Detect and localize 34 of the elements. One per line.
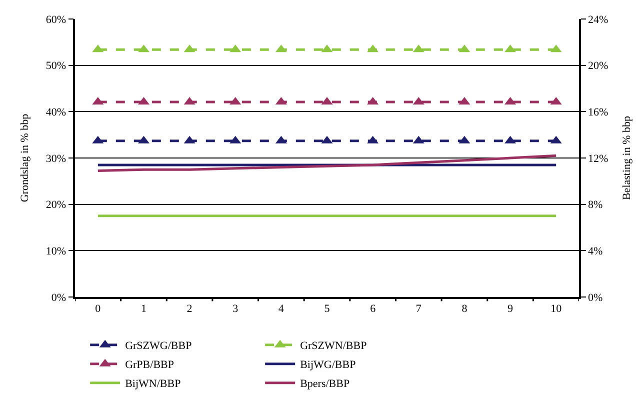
y-tick-label: 10%	[46, 246, 66, 258]
y2-tick-label: 12%	[588, 152, 608, 165]
x-tick-label: 2	[186, 302, 192, 315]
y-tick-label: 40%	[46, 106, 66, 119]
y2-axis-title: Belasting in % bbp	[620, 115, 633, 200]
legend-label: BijWG/BBP	[300, 359, 356, 372]
legend-label: BijWN/BBP	[125, 378, 181, 390]
y2-tick-label: 0%	[588, 292, 603, 304]
legend-label: Bpers/BBP	[300, 378, 350, 390]
y-tick-label: 60%	[46, 14, 66, 26]
y2-tick-label: 8%	[588, 199, 603, 212]
x-tick-label: 8	[462, 302, 468, 315]
y2-tick-label: 24%	[588, 14, 608, 26]
x-tick-label: 1	[140, 302, 146, 315]
y2-tick-label: 4%	[588, 246, 603, 258]
x-tick-label: 3	[232, 302, 239, 315]
y-tick-label: 0%	[51, 292, 66, 304]
y-axis-title: Grondslag in % bbp	[19, 113, 32, 202]
x-tick-label: 7	[416, 302, 422, 315]
x-tick-label: 9	[508, 302, 514, 315]
x-tick-label: 6	[370, 302, 376, 315]
y2-tick-label: 20%	[588, 60, 608, 72]
x-tick-label: 5	[324, 302, 330, 315]
legend-label: GrSZWN/BBP	[300, 340, 367, 352]
legend-label: GrPB/BBP	[125, 359, 174, 372]
y2-tick-label: 16%	[588, 106, 608, 119]
x-tick-label: 4	[278, 302, 284, 315]
y-tick-label: 20%	[46, 199, 66, 212]
y-tick-label: 30%	[46, 152, 66, 165]
x-tick-label: 10	[550, 302, 562, 315]
x-tick-label: 0	[95, 302, 102, 315]
legend-label: GrSZWG/BBP	[125, 340, 192, 352]
line-series	[96, 154, 558, 172]
y-tick-label: 50%	[46, 60, 66, 72]
